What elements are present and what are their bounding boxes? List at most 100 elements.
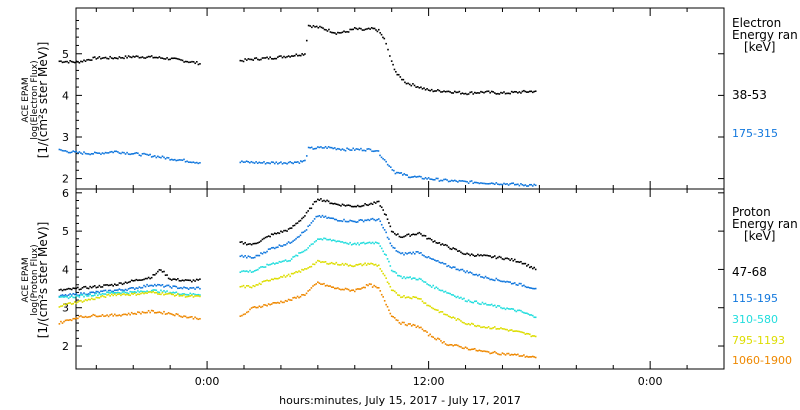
data-point <box>380 270 383 272</box>
data-point <box>301 251 303 254</box>
electron-points <box>58 24 537 187</box>
data-point <box>487 277 490 280</box>
data-point <box>173 285 176 287</box>
data-point <box>109 292 111 294</box>
data-point <box>106 152 108 154</box>
data-point <box>374 219 377 222</box>
data-point <box>189 295 192 297</box>
data-point <box>509 308 511 310</box>
data-point <box>172 278 175 280</box>
data-point <box>269 279 271 282</box>
data-point <box>298 252 300 254</box>
data-point <box>326 284 328 287</box>
data-point <box>127 153 130 155</box>
data-point <box>63 288 65 291</box>
data-point <box>337 219 339 222</box>
data-point <box>429 178 431 180</box>
data-point <box>292 272 294 275</box>
data-point <box>350 205 353 208</box>
data-point <box>467 93 470 95</box>
data-point <box>393 270 396 273</box>
data-point <box>324 237 327 240</box>
data-point <box>78 294 81 297</box>
data-point <box>382 209 384 211</box>
data-point <box>418 298 421 300</box>
data-point <box>61 61 64 64</box>
data-point <box>455 91 458 94</box>
data-point <box>120 315 122 317</box>
data-point <box>199 287 201 290</box>
data-point <box>400 172 403 174</box>
data-point <box>397 233 399 235</box>
data-point <box>242 60 245 63</box>
data-point <box>133 312 136 315</box>
data-point <box>81 301 84 303</box>
data-point <box>252 242 255 245</box>
data-point <box>530 287 533 289</box>
data-point <box>358 219 360 222</box>
data-point <box>241 254 243 257</box>
data-point <box>110 293 113 296</box>
data-point <box>510 307 513 310</box>
data-point <box>70 151 73 154</box>
data-point <box>412 323 415 326</box>
data-point <box>315 147 318 150</box>
data-point <box>100 153 102 156</box>
data-point <box>141 286 144 289</box>
data-point <box>444 90 447 93</box>
data-point <box>426 88 428 90</box>
data-point <box>371 150 373 153</box>
data-point <box>292 256 294 258</box>
data-point <box>388 222 390 224</box>
data-point <box>164 313 167 315</box>
data-point <box>435 242 438 244</box>
data-point <box>86 293 88 296</box>
data-point <box>107 152 110 154</box>
data-point <box>466 180 468 183</box>
data-point <box>124 281 127 284</box>
data-point <box>473 91 476 94</box>
data-point <box>461 180 464 182</box>
data-point <box>470 272 473 274</box>
data-point <box>93 56 96 58</box>
data-point <box>242 270 245 272</box>
data-point <box>289 299 291 301</box>
data-point <box>372 27 375 30</box>
data-point <box>438 289 441 291</box>
data-point <box>367 284 369 287</box>
data-point <box>289 259 291 262</box>
data-point <box>98 293 101 295</box>
data-point <box>292 162 295 165</box>
data-point <box>371 203 374 206</box>
data-point <box>498 183 501 186</box>
data-point <box>386 281 389 284</box>
data-point <box>298 296 300 299</box>
data-point <box>410 278 413 280</box>
data-point <box>359 242 362 245</box>
data-point <box>534 316 537 319</box>
proton-ytick-label: 3 <box>62 302 69 315</box>
data-point <box>367 218 369 221</box>
data-point <box>124 288 127 291</box>
data-point <box>376 218 379 221</box>
data-point <box>183 158 185 161</box>
data-point <box>483 254 485 256</box>
data-point <box>138 291 141 293</box>
data-point <box>403 253 405 256</box>
data-point <box>352 205 355 208</box>
data-point <box>368 148 370 150</box>
data-point <box>412 251 415 254</box>
data-point <box>113 293 116 295</box>
data-point <box>343 30 345 33</box>
data-point <box>305 155 308 157</box>
data-point <box>526 312 528 315</box>
data-point <box>490 182 493 184</box>
data-point <box>107 289 110 292</box>
data-point <box>169 58 171 61</box>
data-point <box>269 248 271 250</box>
data-point <box>184 286 187 289</box>
data-point <box>298 54 301 57</box>
data-point <box>112 290 115 293</box>
data-point <box>404 81 406 84</box>
data-point <box>129 56 131 58</box>
